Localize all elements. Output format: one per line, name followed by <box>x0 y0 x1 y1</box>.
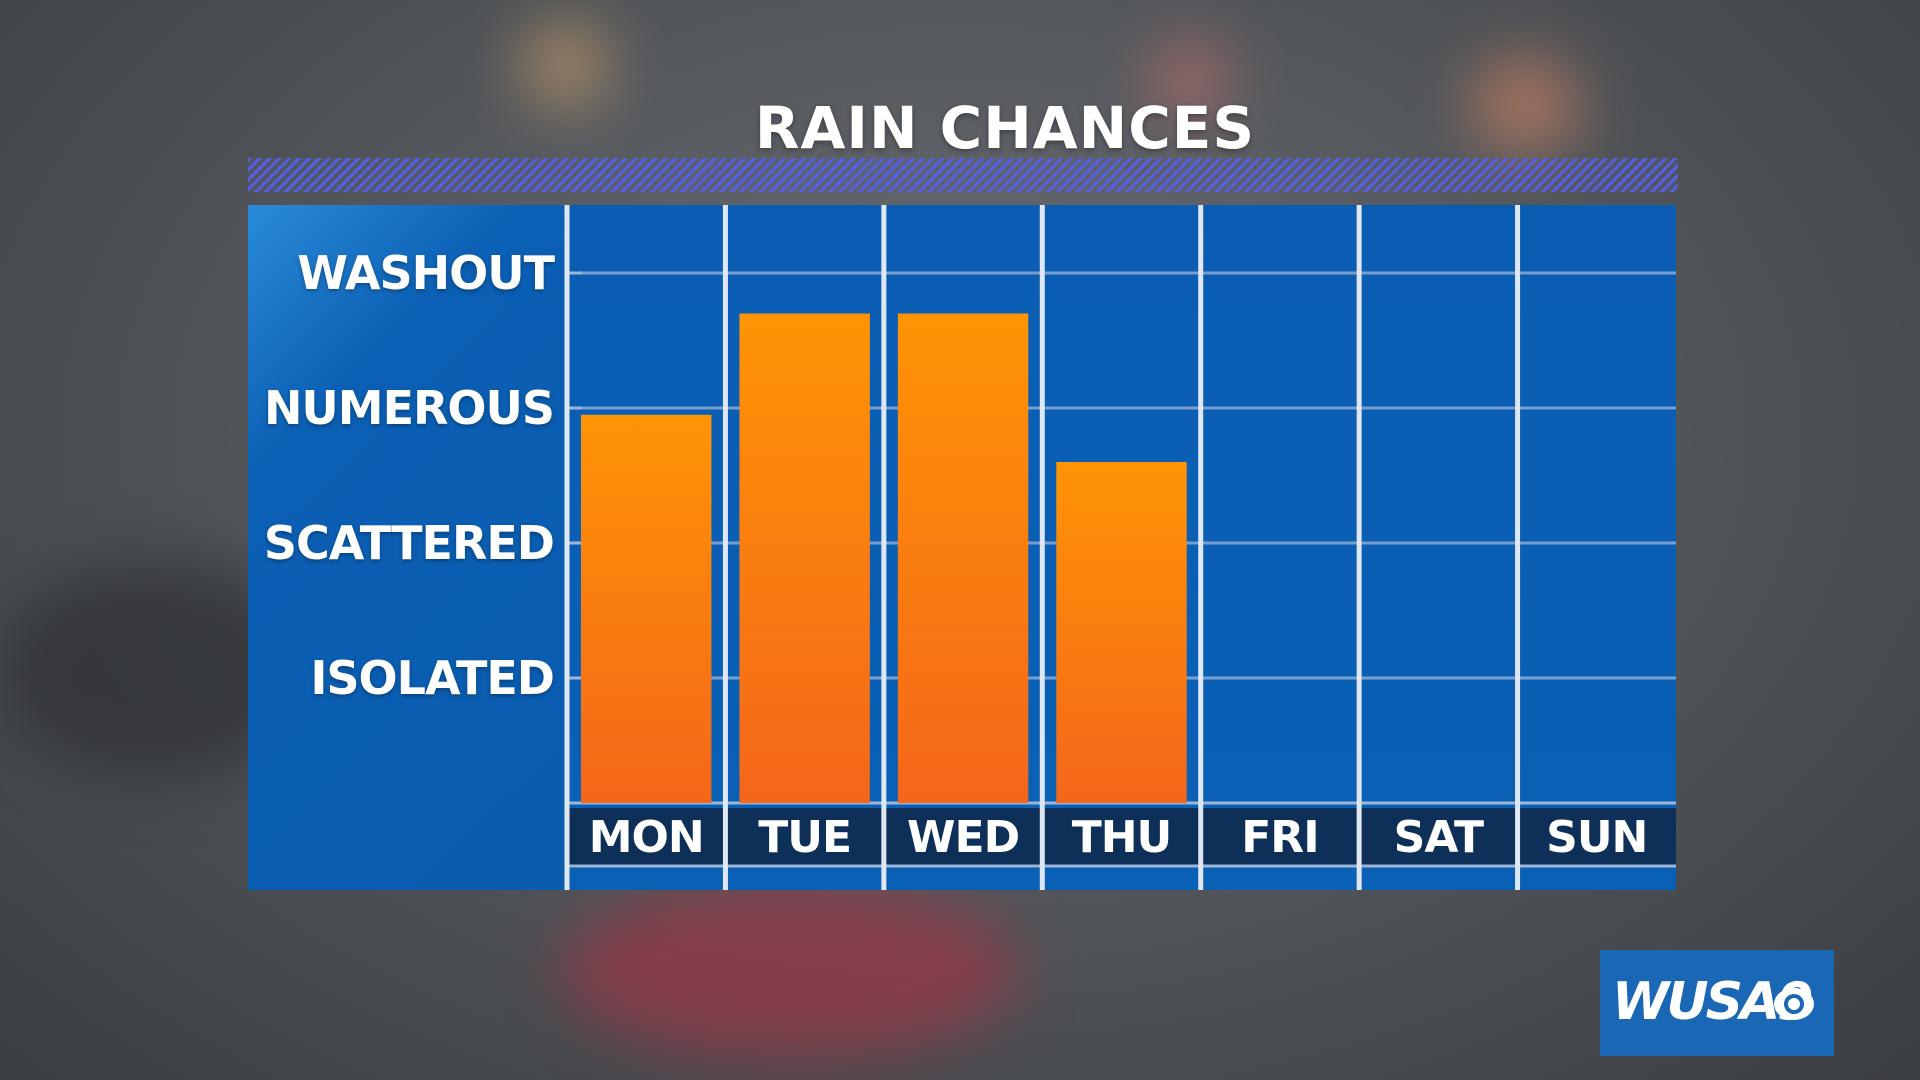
bar-mon <box>581 414 712 803</box>
day-label-mon: MON <box>588 812 705 863</box>
y-level-label: ISOLATED <box>310 651 555 705</box>
column-dividers <box>564 205 1521 890</box>
bar-thu <box>1056 462 1187 803</box>
day-label-sun: SUN <box>1546 812 1648 863</box>
day-label-fri: FRI <box>1241 812 1319 863</box>
cbs-eye-icon <box>1774 988 1814 1020</box>
station-logo: WUSA9 <box>1600 950 1834 1056</box>
background-blur <box>1470 55 1580 155</box>
y-level-label: NUMEROUS <box>263 381 555 435</box>
day-label-thu: THU <box>1071 812 1173 863</box>
background-blur <box>520 20 610 110</box>
bar-wed <box>897 313 1029 803</box>
title-hatch-band <box>248 158 1678 192</box>
day-band <box>567 801 1676 868</box>
bars <box>581 313 1187 803</box>
y-level-label: WASHOUT <box>297 246 555 300</box>
day-label-tue: TUE <box>758 812 852 863</box>
day-label-wed: WED <box>906 812 1020 863</box>
day-label-sat: SAT <box>1393 812 1484 863</box>
y-level-label: SCATTERED <box>263 516 555 570</box>
y-label-panel <box>248 205 566 890</box>
day-band-bg <box>567 808 1676 866</box>
bar-tue <box>739 313 870 803</box>
chart-title: RAIN CHANCES <box>754 94 1256 162</box>
background-blur <box>1150 40 1230 120</box>
background-blur <box>560 880 1020 1060</box>
